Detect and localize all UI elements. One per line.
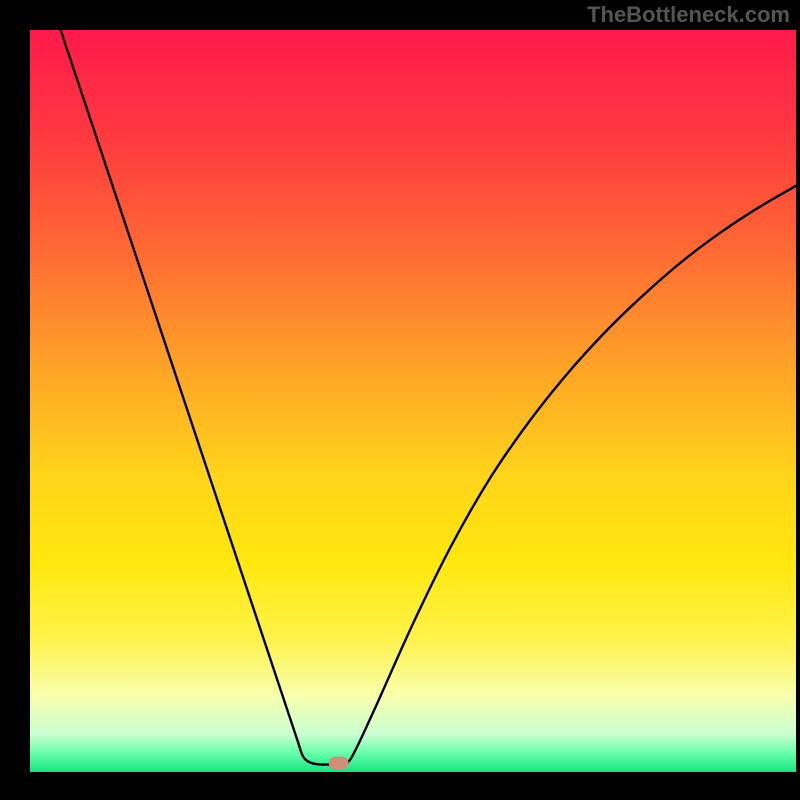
bottleneck-chart: [0, 0, 800, 800]
chart-frame: TheBottleneck.com: [0, 0, 800, 800]
watermark-label: TheBottleneck.com: [587, 2, 790, 28]
